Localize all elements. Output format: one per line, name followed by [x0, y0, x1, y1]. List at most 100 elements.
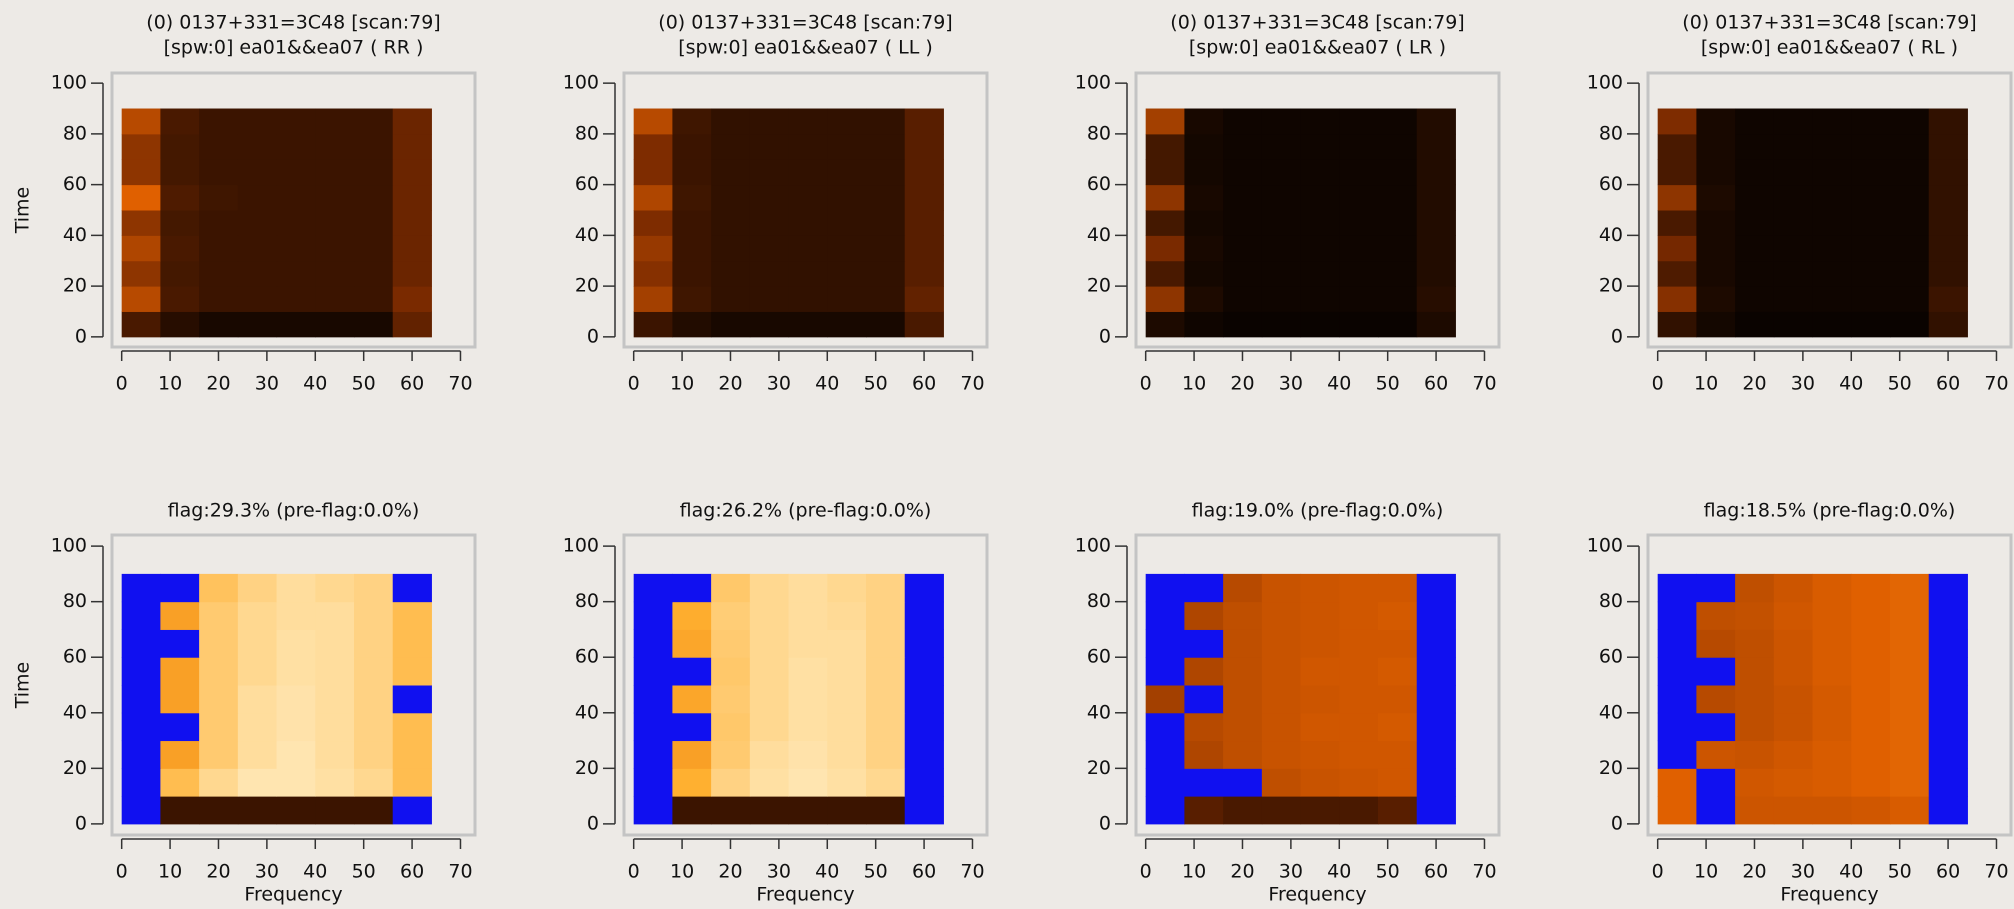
- heatmap-cell: [1812, 133, 1852, 160]
- heatmap-cell: [354, 159, 394, 186]
- heatmap-cell: [1657, 159, 1697, 186]
- y-tick-label: 0: [75, 325, 87, 347]
- heatmap-cell: [1812, 740, 1852, 769]
- heatmap-cell: [354, 311, 394, 338]
- panel-subtitle: [spw:0] ea01&&ea07 ( LL ): [678, 37, 933, 59]
- plot-frame: [1646, 71, 2013, 349]
- heatmap-cell: [866, 657, 906, 686]
- heatmap-cell: [711, 159, 751, 186]
- heatmap-cell: [711, 210, 751, 236]
- heatmap-cell: [1696, 286, 1736, 312]
- heatmap-cell: [1184, 712, 1224, 742]
- heatmap-cell: [160, 133, 200, 160]
- heatmap-cell: [354, 629, 394, 658]
- y-tick-label: 100: [1075, 72, 1111, 94]
- heatmap-cell: [315, 601, 355, 630]
- flagged-cell: [1184, 685, 1224, 714]
- heatmap-cell: [1657, 311, 1697, 338]
- heatmap-cell: [1416, 108, 1456, 135]
- heatmap-cell: [237, 260, 278, 287]
- heatmap-cell: [1851, 108, 1891, 135]
- heatmap-cell: [672, 740, 712, 769]
- y-tick-label: 100: [563, 535, 599, 557]
- heatmap-cell: [160, 210, 200, 236]
- panel-title: flag:19.0% (pre-flag:0.0%): [1192, 500, 1444, 522]
- heatmap-cell: [160, 311, 200, 338]
- x-tick-label: 10: [1694, 373, 1718, 395]
- heatmap-cell: [1812, 210, 1852, 236]
- heatmap-cell: [392, 184, 432, 211]
- heatmap-cell: [1184, 657, 1224, 686]
- x-tick-label: 70: [960, 861, 984, 883]
- heatmap-cell: [276, 235, 316, 262]
- x-tick-label: 60: [1936, 861, 1960, 883]
- heatmap-cell: [1851, 184, 1891, 211]
- heatmap-cell: [1851, 629, 1891, 658]
- heatmap-cell: [1416, 184, 1456, 211]
- x-tick-label: 40: [303, 861, 327, 883]
- heatmap-cell: [711, 286, 751, 312]
- heatmap-cell: [1261, 601, 1302, 630]
- heatmap-cell: [672, 629, 712, 658]
- y-tick-label: 60: [575, 173, 599, 195]
- heatmap-cell: [1735, 712, 1775, 742]
- x-tick-label: 10: [670, 861, 694, 883]
- heatmap-cell: [1416, 235, 1456, 262]
- heatmap-cell: [827, 286, 867, 312]
- heatmap-cell: [1378, 796, 1418, 825]
- heatmap-cell: [354, 796, 394, 825]
- heatmap-cell: [1851, 286, 1891, 312]
- heatmap-cell: [276, 133, 316, 160]
- heatmap-cell: [1300, 159, 1340, 186]
- heatmap-cell: [1223, 657, 1263, 686]
- x-tick-label: 60: [1424, 861, 1448, 883]
- heatmap-cell: [160, 768, 200, 797]
- heatmap-cell: [199, 629, 239, 658]
- y-tick-label: 60: [1087, 173, 1111, 195]
- heatmap-cell: [1184, 184, 1224, 211]
- heatmap-cell: [354, 108, 394, 135]
- heatmap-cell: [1812, 235, 1852, 262]
- heatmap-cell: [1657, 260, 1697, 287]
- heatmap-cell: [711, 133, 751, 160]
- flagged-cell: [1416, 740, 1456, 769]
- heatmap-cell: [1812, 311, 1852, 338]
- heatmap-cell: [1378, 601, 1418, 630]
- heatmap-cell: [1696, 260, 1736, 287]
- flagged-cell: [633, 601, 673, 630]
- heatmap-cell: [1339, 235, 1379, 262]
- heatmap-cell: [827, 740, 867, 769]
- heatmap-cell: [276, 260, 316, 287]
- x-tick-label: 30: [1279, 373, 1303, 395]
- panel-subtitle: [spw:0] ea01&&ea07 ( RR ): [164, 37, 424, 59]
- heatmap-cell: [711, 657, 751, 686]
- heatmap-cell: [1851, 657, 1891, 686]
- heatmap-cell: [672, 601, 712, 630]
- heatmap-cell: [1890, 573, 1930, 603]
- heatmap-cell: [749, 601, 790, 630]
- heatmap-cell: [633, 311, 673, 338]
- heatmap-cell: [1300, 685, 1340, 714]
- flagged-cell: [1145, 601, 1185, 630]
- heatmap-cell: [237, 796, 278, 825]
- y-tick-label: 100: [51, 535, 87, 557]
- y-tick-label: 0: [1611, 325, 1623, 347]
- x-tick-label: 30: [767, 861, 791, 883]
- heatmap-cell: [1890, 685, 1930, 714]
- heatmap-cell: [1735, 768, 1775, 797]
- heatmap-cell: [749, 235, 790, 262]
- heatmap-cell: [904, 260, 944, 287]
- heatmap-cell: [1339, 184, 1379, 211]
- x-tick-label: 60: [1936, 373, 1960, 395]
- heatmap-cell: [866, 712, 906, 742]
- x-tick-label: 20: [718, 373, 742, 395]
- x-tick-label: 50: [1888, 373, 1912, 395]
- heatmap-cell: [1261, 311, 1302, 338]
- heatmap-cell: [1223, 685, 1263, 714]
- x-tick-label: 70: [1472, 861, 1496, 883]
- heatmap-cell: [1300, 133, 1340, 160]
- heatmap-cell: [1851, 260, 1891, 287]
- heatmap-cell: [276, 685, 316, 714]
- heatmap-cell: [827, 260, 867, 287]
- y-tick-label: 20: [1599, 757, 1623, 779]
